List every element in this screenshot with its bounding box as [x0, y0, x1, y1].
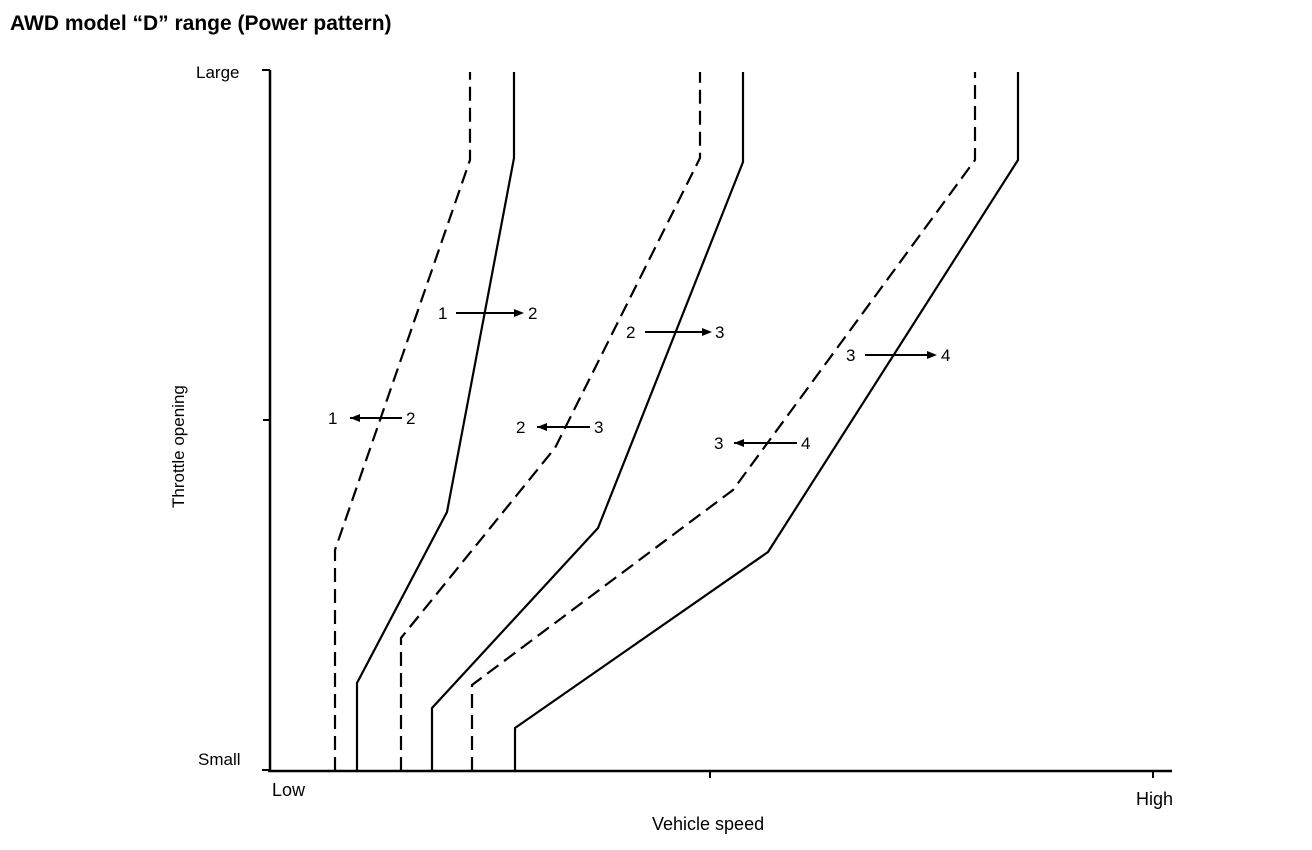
- shift-label-to: 2: [406, 409, 415, 428]
- shift-label-from: 2: [626, 323, 635, 342]
- diagram-title: AWD model “D” range (Power pattern): [10, 12, 392, 35]
- shift-label-to: 3: [715, 323, 724, 342]
- shift-label-from: 1: [438, 304, 447, 323]
- arrowhead-right-icon: [702, 328, 712, 336]
- downshift-line-3-4: [470, 72, 977, 771]
- shift-label-to: 3: [594, 418, 603, 437]
- shift-label-to: 4: [801, 434, 810, 453]
- arrowhead-left-icon: [537, 423, 547, 431]
- x-label-low: Low: [272, 780, 306, 800]
- arrowhead-left-icon: [734, 439, 744, 447]
- y-label-small: Small: [198, 750, 241, 769]
- shift-label-from: 1: [328, 409, 337, 428]
- arrowhead-right-icon: [927, 351, 937, 359]
- shift-label-to: 2: [528, 304, 537, 323]
- shift-label-from: 2: [516, 418, 525, 437]
- shift-label-from: 3: [846, 346, 855, 365]
- downshift-line-1-2: [333, 72, 472, 771]
- x-axis-title: Vehicle speed: [652, 814, 764, 834]
- arrowhead-right-icon: [514, 309, 524, 317]
- shift-label-from: 3: [714, 434, 723, 453]
- downshift-line-2-3: [399, 72, 702, 771]
- arrowhead-left-icon: [350, 414, 360, 422]
- x-label-high: High: [1136, 789, 1173, 809]
- y-label-large: Large: [196, 63, 239, 82]
- upshift-line-2-3: [430, 72, 745, 771]
- upshift-line-3-4: [513, 72, 1020, 771]
- shift-label-to: 4: [941, 346, 950, 365]
- y-axis-title: Throttle opening: [169, 385, 188, 508]
- upshift-line-1-2: [355, 72, 516, 771]
